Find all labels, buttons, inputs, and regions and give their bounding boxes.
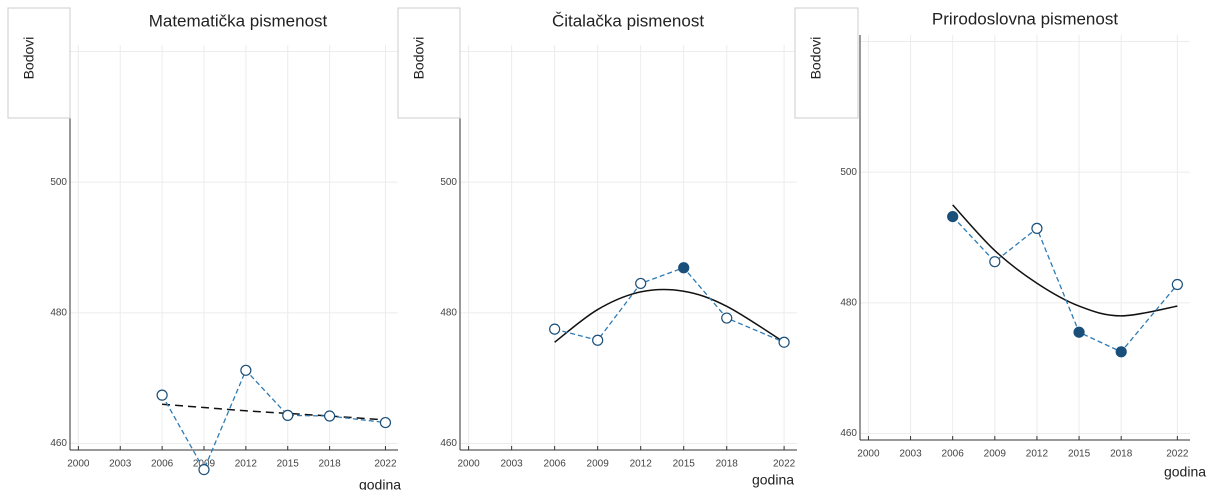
data-point [549,323,561,335]
y-tick-label: 480 [50,307,67,318]
x-tick-label: 2006 [942,449,965,460]
x-tick-label: 2003 [109,459,132,470]
y-tick-label: 500 [50,177,67,188]
x-tick-label: 2018 [716,459,739,470]
x-tick-label: 2009 [984,449,1007,460]
data-point [721,312,733,324]
data-point [592,334,604,346]
y-tick-label: 480 [840,297,857,308]
x-tick-label: 2022 [1166,449,1189,460]
data-point [1115,346,1127,358]
x-tick-label: 2000 [857,449,880,460]
trend-line [952,204,1178,317]
x-tick-label: 2006 [544,459,567,470]
x-tick-label: 2003 [899,449,922,460]
x-tick-label: 2022 [773,459,796,470]
data-point [778,336,790,348]
data-point [1171,278,1183,291]
data-point [324,410,336,422]
chart: Prirodoslovna pismenost46048050052020002… [794,7,1206,480]
x-tick-label: 2012 [235,459,258,470]
y-axis-label: Bodovi [411,37,427,80]
data-point [635,277,647,290]
data-point [1031,222,1043,234]
y-axis-label: Bodovi [21,37,37,80]
chart-title: Čitalačka pismenost [552,11,704,30]
y-axis-label: Bodovi [808,37,824,80]
x-tick-label: 2015 [277,459,300,470]
data-point [156,389,168,401]
x-tick-label: 2000 [67,459,90,470]
trend-line [554,288,785,343]
trend-line [162,403,386,421]
chart-title: Matematička pismenost [149,11,328,30]
ylabel-box [7,7,71,119]
x-tick-label: 2022 [374,459,397,470]
x-tick-label: 2003 [501,459,524,470]
x-tick-label: 2012 [1026,449,1049,460]
chart: Čitalačka pismenost460480500520200020032… [397,7,797,488]
data-point [282,409,294,421]
data-line [554,266,785,343]
x-tick-label: 2015 [673,459,696,470]
x-tick-label: 2000 [457,459,480,470]
x-tick-label: 2018 [318,459,341,470]
data-point [989,256,1001,268]
data-point [198,463,210,476]
y-tick-label: 480 [440,307,457,318]
x-tick-label: 2015 [1068,449,1091,460]
data-line [161,369,386,472]
data-line [952,216,1178,353]
y-tick-label: 460 [840,428,857,439]
chart-title: Prirodoslovna pismenost [932,9,1118,28]
y-tick-label: 500 [840,167,857,178]
data-point [947,210,959,223]
y-tick-label: 460 [50,438,67,449]
chart: Matematička pismenost4604805005202000200… [7,7,401,490]
data-point [240,364,252,376]
data-point [1073,326,1085,338]
data-point [379,416,392,429]
x-tick-label: 2012 [630,459,653,470]
x-axis-label: godina [752,472,794,488]
x-axis-label: godina [359,477,401,490]
x-tick-label: 2006 [151,459,174,470]
x-tick-label: 2009 [587,459,610,470]
x-tick-label: 2018 [1110,449,1133,460]
y-tick-label: 500 [440,177,457,188]
ylabel-box [794,7,859,119]
data-point [678,262,690,274]
x-axis-label: godina [1164,464,1206,480]
y-tick-label: 460 [440,438,457,449]
ylabel-box [397,7,461,119]
